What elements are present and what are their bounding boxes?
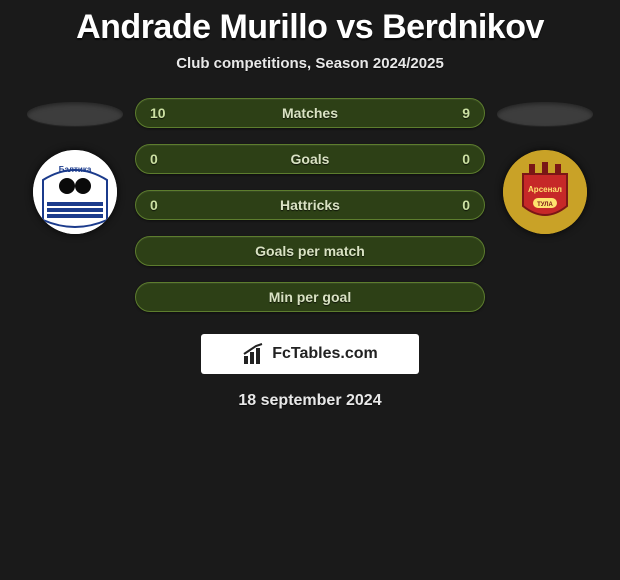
crest-left-svg: Балтика <box>33 150 117 234</box>
stat-label: Hattricks <box>174 197 446 213</box>
stat-row-goals: 0 Goals 0 <box>135 144 485 174</box>
stat-right-value: 0 <box>446 197 470 213</box>
team-crest-right: Арсенал ТУЛА <box>503 150 587 234</box>
page-title: Andrade Murillo vs Berdnikov <box>0 8 620 47</box>
stat-right-value: 0 <box>446 151 470 167</box>
crest-left-text: Балтика <box>59 165 92 174</box>
stat-row-min-per-goal: Min per goal <box>135 282 485 312</box>
bar-chart-icon <box>242 342 266 366</box>
subtitle: Club competitions, Season 2024/2025 <box>0 55 620 72</box>
infographic-container: Andrade Murillo vs Berdnikov Club compet… <box>0 0 620 410</box>
stat-label: Matches <box>174 105 446 121</box>
stat-right-value: 9 <box>446 105 470 121</box>
stat-left-value: 0 <box>150 197 174 213</box>
team-ellipse-left <box>27 102 123 126</box>
right-side-column: Арсенал ТУЛА <box>495 98 595 234</box>
stat-row-goals-per-match: Goals per match <box>135 236 485 266</box>
stat-left-value: 0 <box>150 151 174 167</box>
brand-text: FcTables.com <box>272 345 378 363</box>
stat-left-value: 10 <box>150 105 174 121</box>
stat-label: Min per goal <box>269 289 351 305</box>
stat-label: Goals <box>174 151 446 167</box>
brand-attribution: FcTables.com <box>201 334 419 374</box>
stats-pills: 10 Matches 9 0 Goals 0 0 Hattricks 0 Goa… <box>135 98 485 312</box>
team-crest-left: Балтика <box>33 150 117 234</box>
left-side-column: Балтика <box>25 98 125 234</box>
crest-right-svg: Арсенал ТУЛА <box>503 150 587 234</box>
stat-row-hattricks: 0 Hattricks 0 <box>135 190 485 220</box>
crest-right-text: Арсенал <box>528 185 562 194</box>
stat-label: Goals per match <box>255 243 365 259</box>
team-ellipse-right <box>497 102 593 126</box>
stat-row-matches: 10 Matches 9 <box>135 98 485 128</box>
crest-right-subtext: ТУЛА <box>537 202 553 208</box>
date-line: 18 september 2024 <box>0 392 620 410</box>
stats-row-area: Балтика 10 Matches 9 0 Goals 0 0 Hattric… <box>0 98 620 312</box>
